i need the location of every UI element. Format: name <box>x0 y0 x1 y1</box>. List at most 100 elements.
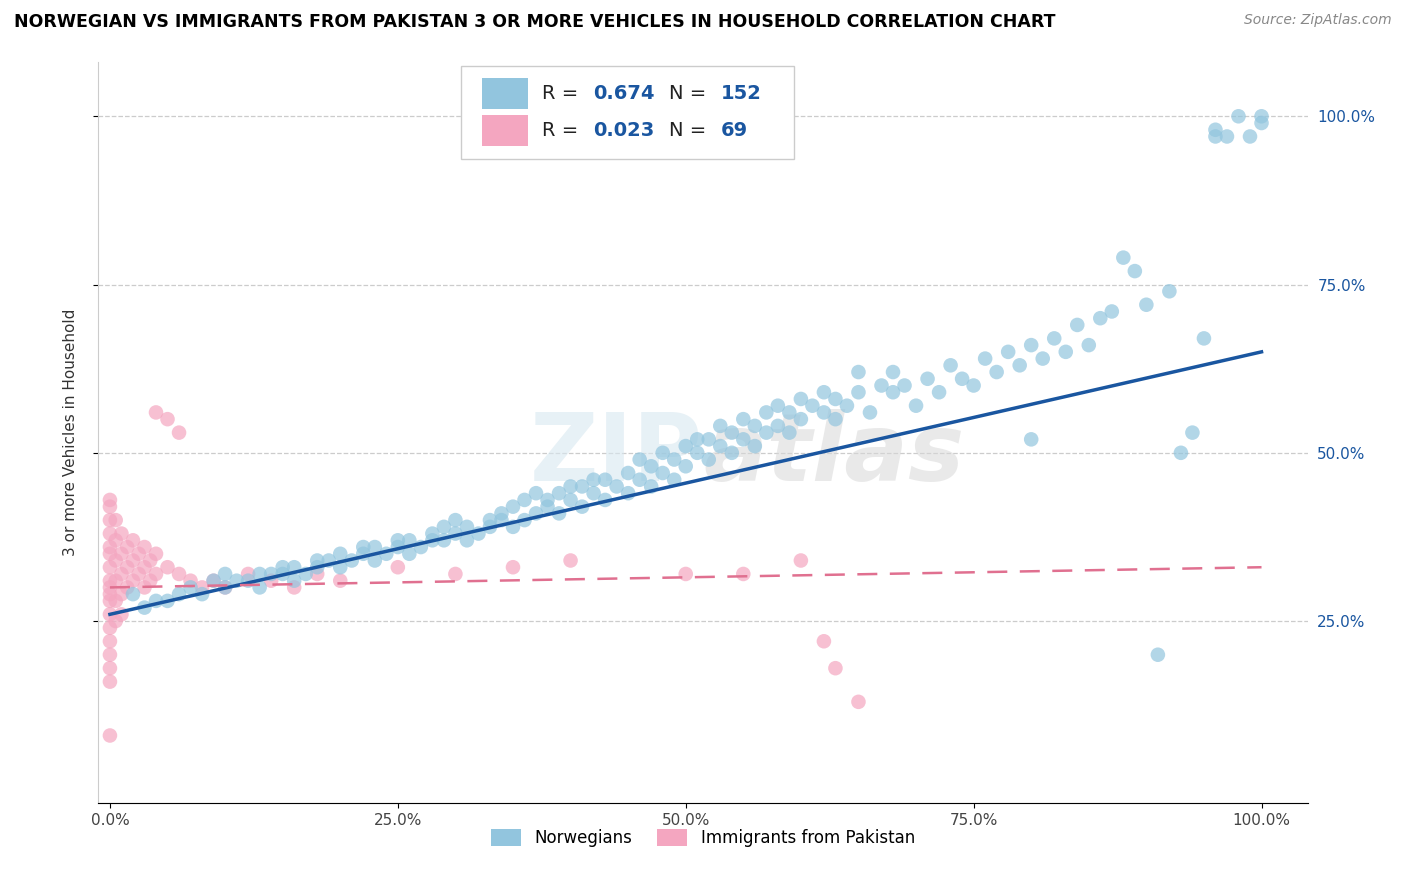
Point <box>104 553 127 567</box>
Point <box>1192 331 1215 345</box>
Point <box>98 634 121 648</box>
Point <box>307 560 329 574</box>
Point <box>720 425 742 440</box>
Point <box>422 533 444 548</box>
Point <box>98 574 121 588</box>
Point <box>134 581 156 595</box>
Point <box>444 513 467 527</box>
Point <box>329 574 352 588</box>
Point <box>375 547 398 561</box>
Point <box>180 581 202 595</box>
Point <box>98 674 121 689</box>
Point <box>214 566 236 581</box>
Point <box>1181 425 1204 440</box>
Point <box>790 392 813 406</box>
Point <box>870 378 893 392</box>
Point <box>409 540 432 554</box>
Point <box>364 540 387 554</box>
Point <box>260 566 283 581</box>
Text: ZIP: ZIP <box>530 409 703 500</box>
Point <box>513 492 536 507</box>
Point <box>928 385 950 400</box>
Point <box>686 433 709 447</box>
Point <box>98 729 121 743</box>
Point <box>859 405 882 419</box>
Point <box>536 492 558 507</box>
Point <box>98 621 121 635</box>
Point <box>755 425 778 440</box>
Point <box>744 418 766 433</box>
Point <box>387 540 409 554</box>
Text: NORWEGIAN VS IMMIGRANTS FROM PAKISTAN 3 OR MORE VEHICLES IN HOUSEHOLD CORRELATIO: NORWEGIAN VS IMMIGRANTS FROM PAKISTAN 3 … <box>14 13 1056 31</box>
Point <box>513 513 536 527</box>
Point <box>167 587 190 601</box>
Point <box>536 500 558 514</box>
Point <box>1090 311 1112 326</box>
Point <box>571 479 593 493</box>
Point <box>115 581 138 595</box>
Point <box>848 695 870 709</box>
Point <box>214 581 236 595</box>
Point <box>478 513 501 527</box>
Point <box>1008 359 1031 373</box>
Point <box>962 378 984 392</box>
Point <box>1239 129 1261 144</box>
Point <box>98 500 121 514</box>
Point <box>790 412 813 426</box>
Point <box>1019 338 1042 352</box>
Point <box>617 486 640 500</box>
Point <box>283 581 305 595</box>
Point <box>260 574 283 588</box>
Point <box>974 351 997 366</box>
Point <box>128 547 150 561</box>
Point <box>156 594 179 608</box>
Point <box>98 594 121 608</box>
Point <box>1250 116 1272 130</box>
Point <box>283 560 305 574</box>
Point <box>733 433 755 447</box>
Point <box>1032 351 1054 366</box>
Point <box>1101 304 1123 318</box>
FancyBboxPatch shape <box>482 115 527 146</box>
Point <box>882 365 904 379</box>
Point <box>387 560 409 574</box>
Point <box>145 405 167 419</box>
Text: R =: R = <box>543 121 585 140</box>
Point <box>675 459 697 474</box>
Point <box>110 587 132 601</box>
Point <box>675 439 697 453</box>
Point <box>893 378 915 392</box>
Point <box>98 540 121 554</box>
Point <box>249 581 271 595</box>
Point <box>1204 129 1226 144</box>
Point <box>271 566 294 581</box>
Point <box>664 473 686 487</box>
Point <box>939 359 962 373</box>
Point <box>110 526 132 541</box>
Point <box>1216 129 1239 144</box>
Point <box>640 479 662 493</box>
Point <box>156 560 179 574</box>
Point <box>98 587 121 601</box>
Point <box>790 553 813 567</box>
Point <box>104 614 127 628</box>
Point <box>824 412 846 426</box>
Point <box>329 560 352 574</box>
FancyBboxPatch shape <box>482 78 527 109</box>
FancyBboxPatch shape <box>461 66 793 159</box>
Point <box>307 566 329 581</box>
Point <box>1147 648 1170 662</box>
Point <box>813 405 835 419</box>
Point <box>640 459 662 474</box>
Point <box>582 473 605 487</box>
Point <box>387 533 409 548</box>
Point <box>801 399 824 413</box>
Point <box>606 479 628 493</box>
Point <box>766 399 789 413</box>
Point <box>1170 446 1192 460</box>
Point <box>364 553 387 567</box>
Point <box>134 600 156 615</box>
Point <box>709 439 731 453</box>
Point <box>180 574 202 588</box>
Point <box>236 574 259 588</box>
